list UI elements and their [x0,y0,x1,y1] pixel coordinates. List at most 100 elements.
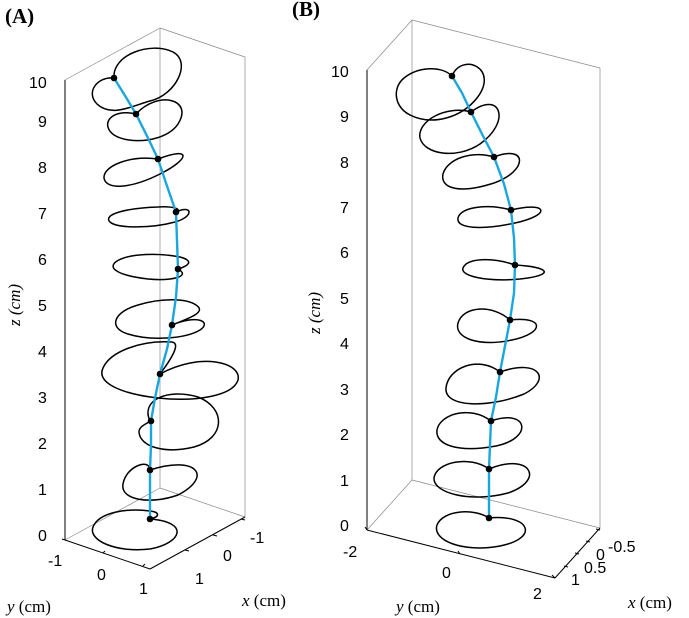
panel-b-box [366,19,601,531]
panel-b: (B) 0 1 2 3 4 5 [292,0,672,616]
pt-b-7 [507,206,515,214]
y-tick-neg2: -2 [343,544,357,561]
panel-a-box [64,27,246,541]
z-tick-10: 10 [331,64,349,81]
pt-a-6 [174,265,182,273]
ring-a-6 [112,253,190,281]
z-tick-2: 2 [340,427,349,444]
z-tick-9: 9 [340,109,349,126]
x-tick-0: 0 [596,547,605,564]
z-tick-3: 3 [38,390,47,407]
pt-b-5 [506,316,514,324]
pt-b-10 [448,72,456,80]
pt-b-9 [467,108,475,116]
pt-a-4 [156,370,164,378]
pt-b-2 [485,465,493,473]
panel-a-x-ticks: -1 0 1 [195,530,264,588]
z-tick-10: 10 [29,75,47,92]
ring-a-9 [107,99,183,142]
z-tick-3: 3 [340,382,349,399]
panel-a: (A) 0 1 2 3 4 5 6 [5,4,286,616]
ring-a-5 [115,299,206,339]
panel-a-slice-rings [91,47,239,551]
ring-a-7 [107,206,190,228]
panel-a-y-label: y (cm) [5,597,51,616]
panel-b-z-ticks: 0 1 2 3 4 5 6 7 8 9 10 [331,64,349,535]
pt-a-10 [110,74,118,82]
panel-b-slice-rings [395,63,545,549]
panel-a-centerline [112,76,180,521]
panel-b-centerline [450,74,517,520]
pt-b-8 [490,153,498,161]
x-tick-1: 1 [571,572,580,589]
ring-b-6 [462,259,545,281]
panel-b-y-ticks: -2 0 2 [343,544,542,603]
z-tick-4: 4 [38,344,47,361]
ring-b-7 [457,205,542,229]
ring-b-1 [435,511,527,549]
pt-a-2 [146,466,154,474]
y-tick-0: 0 [97,567,106,584]
panel-b-axes [364,70,601,579]
z-tick-4: 4 [340,336,349,353]
z-tick-0: 0 [38,528,47,545]
y-tick-neg1: -1 [48,553,62,570]
z-tick-5: 5 [340,291,349,308]
pt-b-1 [485,514,493,522]
ring-a-3 [138,393,220,451]
z-tick-2: 2 [38,436,47,453]
panel-b-x-ticks: -0.5 0 0.5 1 [571,539,636,589]
ring-b-9 [419,103,500,155]
pt-a-1 [146,515,154,523]
pt-b-4 [496,368,504,376]
ring-a-4 [101,341,239,400]
y-tick-0: 0 [442,565,451,582]
ring-b-2 [433,460,531,498]
panel-a-x-label: x (cm) [241,591,286,610]
panel-b-y-label: y (cm) [394,597,440,616]
z-tick-8: 8 [38,160,47,177]
z-tick-1: 1 [340,473,349,490]
panel-a-slice-points [110,74,182,523]
pt-b-6 [511,261,519,269]
z-tick-6: 6 [38,252,47,269]
z-tick-5: 5 [38,298,47,315]
pt-b-3 [487,417,495,425]
panel-a-axes [61,80,246,570]
x-tick-05: 0.5 [584,560,606,577]
ring-a-10 [91,47,183,112]
x-tick-neg05: -0.5 [608,539,636,556]
z-tick-6: 6 [340,245,349,262]
ring-b-4 [445,363,540,405]
z-tick-8: 8 [340,155,349,172]
z-tick-0: 0 [340,518,349,535]
z-tick-9: 9 [38,114,47,131]
panel-b-x-label: x (cm) [627,593,672,612]
x-tick-neg1: -1 [250,530,264,547]
panel-a-z-ticks: 0 1 2 3 4 5 6 7 8 9 10 [29,75,47,545]
panel-b-slice-points [448,72,519,522]
panel-a-z-label: z (cm) [5,284,24,327]
ring-a-8 [103,152,184,187]
pt-a-9 [132,110,140,118]
z-tick-7: 7 [38,206,47,223]
x-tick-0: 0 [223,548,232,565]
z-tick-7: 7 [340,200,349,217]
panel-a-y-ticks: -1 0 1 [48,553,148,598]
z-tick-1: 1 [38,482,47,499]
pt-a-5 [168,321,176,329]
y-tick-1: 1 [139,581,148,598]
y-tick-2: 2 [533,586,542,603]
ring-b-10 [395,63,485,121]
panel-b-z-label: z (cm) [305,292,324,335]
pt-a-7 [172,208,180,216]
ring-b-3 [436,411,523,450]
x-tick-1: 1 [195,571,204,588]
panel-a-label: (A) [5,4,34,28]
panel-b-label: (B) [292,0,320,21]
ring-b-5 [456,308,538,344]
pt-a-8 [154,155,162,163]
pt-a-3 [147,417,155,425]
ring-a-1 [91,509,178,551]
